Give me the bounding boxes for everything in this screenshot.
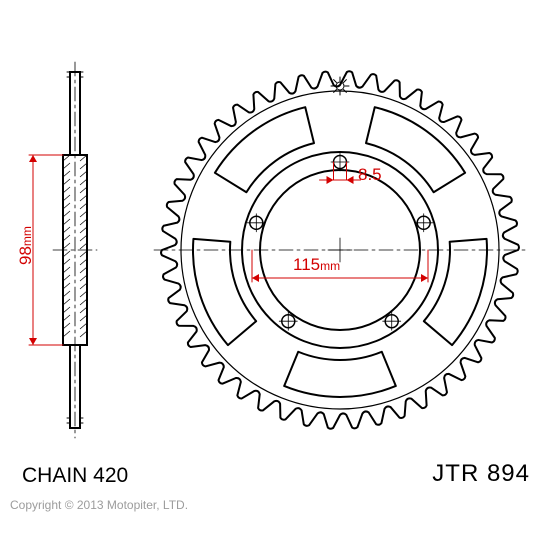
- copyright-text: Copyright © 2013 Motopiter, LTD.: [10, 498, 188, 512]
- dim-hub-width: 98mm: [16, 226, 36, 265]
- part-number-label: JTR 894: [432, 460, 530, 488]
- technical-drawing: CHAIN 420 JTR 894 Copyright © 2013 Motop…: [0, 0, 560, 560]
- chain-spec-label: CHAIN 420: [22, 464, 128, 488]
- dim-bolt-circle: 115mm: [293, 255, 340, 275]
- dim-bolt-hole: 8.5: [358, 165, 382, 185]
